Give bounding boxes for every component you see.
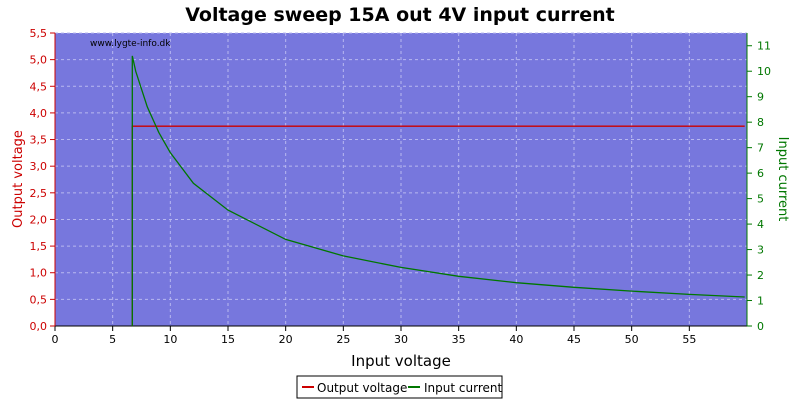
y-right-tick-label: 2 — [757, 269, 764, 282]
y-left-tick-label: 3,5 — [30, 134, 48, 147]
y-left-tick-label: 4,0 — [30, 107, 48, 120]
watermark: www.lygte-info.dk — [90, 39, 171, 49]
y-right-tick-label: 4 — [757, 218, 764, 231]
y-right-tick-label: 3 — [757, 244, 764, 257]
x-tick-label: 50 — [625, 333, 639, 346]
series-layer — [131, 55, 745, 326]
y-right-tick-label: 0 — [757, 320, 764, 333]
y-right-tick-label: 6 — [757, 167, 764, 180]
y-left-tick-label: 1,5 — [30, 240, 48, 253]
legend-label-input-current: Input current — [424, 381, 502, 395]
legend: Output voltage Input current — [296, 375, 503, 399]
y-right-tick-label: 10 — [757, 65, 771, 78]
y-axis-left: 0,0 0,5 1,0 1,5 2,0 2,5 3,0 3,5 4,0 4,5 5,0 5,5 — [30, 27, 56, 333]
y-left-tick-label: 5,5 — [30, 27, 48, 40]
x-axis: 0 5 10 15 20 25 30 35 40 45 50 55 — [52, 325, 747, 346]
y-left-tick-label: 3,0 — [30, 160, 48, 173]
legend-box — [296, 375, 503, 399]
x-tick-label: 25 — [336, 333, 350, 346]
y-left-tick-label: 2,5 — [30, 187, 48, 200]
y-right-tick-label: 7 — [757, 142, 764, 155]
y-left-tick-label: 5,0 — [30, 54, 48, 67]
x-tick-label: 15 — [221, 333, 235, 346]
x-tick-label: 55 — [682, 333, 696, 346]
x-tick-label: 5 — [109, 333, 116, 346]
y-axis-right: 0 1 2 3 4 5 6 7 8 9 10 11 — [746, 33, 771, 333]
y-left-tick-label: 4,5 — [30, 80, 48, 93]
y-axis-left-label: Output voltage — [11, 130, 26, 228]
series-line-input-current — [131, 55, 745, 326]
x-axis-label: Input voltage — [351, 352, 451, 370]
y-right-tick-label: 9 — [757, 91, 764, 104]
x-tick-label: 20 — [279, 333, 293, 346]
x-tick-label: 10 — [163, 333, 177, 346]
y-left-tick-label: 0,0 — [30, 320, 48, 333]
y-left-tick-label: 1,0 — [30, 267, 48, 280]
x-tick-label: 0 — [52, 333, 59, 346]
y-right-tick-label: 11 — [757, 40, 771, 53]
chart-title: Voltage sweep 15A out 4V input current — [185, 4, 615, 26]
y-right-tick-label: 5 — [757, 193, 764, 206]
x-tick-label: 35 — [452, 333, 466, 346]
y-right-tick-label: 8 — [757, 116, 764, 129]
y-axis-right-label: Input current — [775, 137, 790, 222]
x-tick-label: 40 — [509, 333, 523, 346]
x-tick-label: 45 — [567, 333, 581, 346]
y-left-tick-label: 0,5 — [30, 293, 48, 306]
legend-label-output-voltage: Output voltage — [317, 381, 407, 395]
y-left-tick-label: 2,0 — [30, 213, 48, 226]
y-right-tick-label: 1 — [757, 295, 764, 308]
x-tick-label: 30 — [394, 333, 408, 346]
